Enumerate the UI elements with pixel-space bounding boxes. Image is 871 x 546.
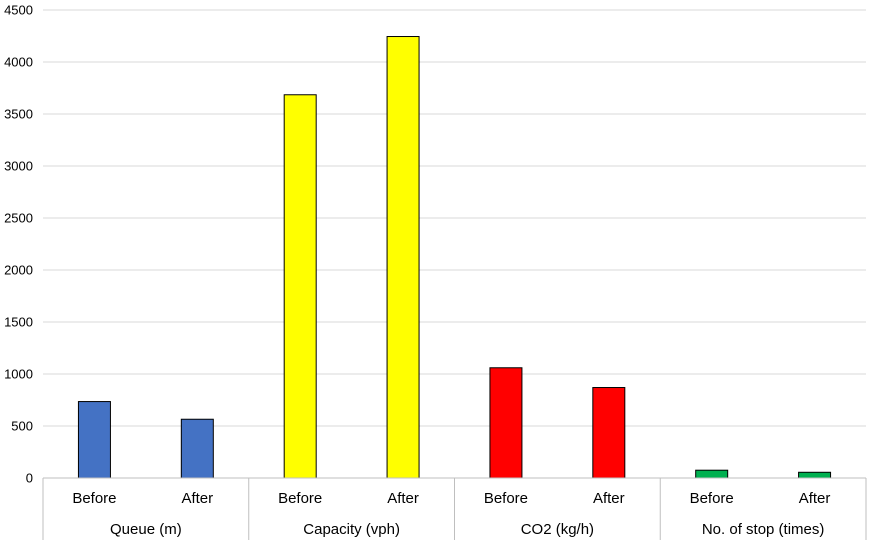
bar: [798, 471, 832, 479]
x-axis-tick-labels: Before After Queue (m) Before After Capacity …: [72, 490, 830, 538]
bar: [283, 94, 317, 479]
bar: [386, 36, 420, 479]
x-tick-label: Before: [690, 490, 734, 507]
y-tick-label: 1500: [4, 315, 33, 330]
x-tick-label: Before: [278, 490, 322, 507]
category-axis: [42, 477, 867, 540]
category-group-label: Queue (m): [110, 521, 182, 538]
x-tick-label: After: [387, 490, 419, 507]
y-tick-label: 2500: [4, 211, 33, 226]
x-tick-label: After: [181, 490, 213, 507]
bars: [77, 36, 832, 479]
x-tick-label: Before: [72, 490, 116, 507]
y-tick-label: 3500: [4, 107, 33, 122]
category-group-label: No. of stop (times): [702, 521, 825, 538]
y-tick-label: 2000: [4, 263, 33, 278]
bar: [592, 387, 626, 479]
y-tick-label: 4000: [4, 55, 33, 70]
category-group-label: CO2 (kg/h): [521, 521, 594, 538]
bar: [489, 367, 523, 479]
x-tick-label: Before: [484, 490, 528, 507]
y-tick-label: 4500: [4, 3, 33, 18]
y-tick-label: 3000: [4, 159, 33, 174]
bar: [77, 401, 111, 479]
y-axis-tick-labels: 0 500 1000 1500 2000 2500 3000 3500 4000 4500: [4, 3, 33, 486]
y-tick-label: 1000: [4, 367, 33, 382]
category-group-label: Capacity (vph): [303, 521, 400, 538]
y-tick-label: 500: [11, 419, 33, 434]
y-tick-label: 0: [26, 471, 33, 486]
x-tick-label: After: [799, 490, 831, 507]
bar: [180, 418, 214, 479]
x-tick-label: After: [593, 490, 625, 507]
gridlines: [43, 9, 866, 427]
bar: [695, 469, 729, 479]
